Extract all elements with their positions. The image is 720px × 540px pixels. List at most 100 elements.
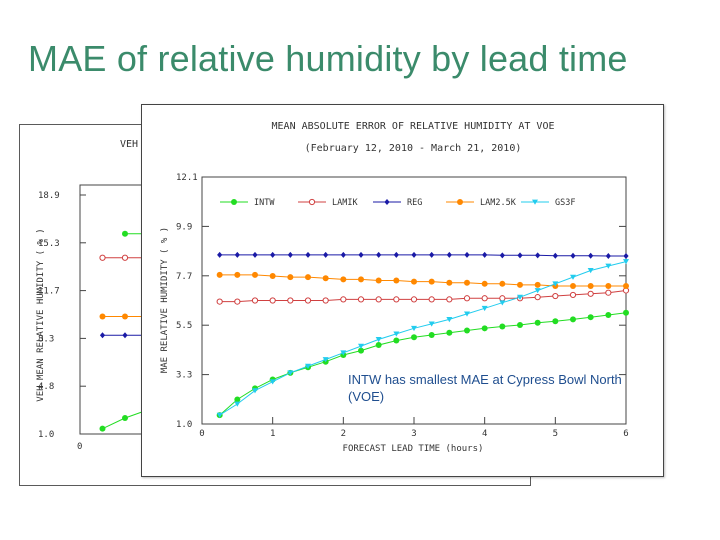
data-point xyxy=(393,251,399,258)
data-point xyxy=(552,318,559,325)
data-point xyxy=(429,251,435,258)
legend-marker xyxy=(231,199,237,205)
data-point xyxy=(305,274,311,281)
legend-label: LAMIK xyxy=(332,198,358,208)
data-point xyxy=(375,342,382,349)
data-point xyxy=(323,251,329,258)
data-point xyxy=(446,317,453,323)
data-point xyxy=(428,278,435,285)
data-point xyxy=(517,321,523,328)
data-point xyxy=(481,325,488,332)
data-point xyxy=(287,251,293,258)
data-point xyxy=(411,251,417,258)
data-point xyxy=(234,251,240,258)
data-point xyxy=(252,388,258,394)
series-lam2-5k xyxy=(216,271,629,290)
data-point xyxy=(605,263,612,269)
data-point xyxy=(605,289,612,296)
data-point xyxy=(393,277,400,284)
series-line xyxy=(219,261,627,416)
y-tick-label: 3.3 xyxy=(176,371,192,381)
data-point xyxy=(393,337,400,344)
y-tick-label: 1.0 xyxy=(176,420,192,430)
data-point xyxy=(375,296,382,303)
data-point xyxy=(446,251,452,258)
data-point xyxy=(552,252,558,259)
data-point xyxy=(122,313,128,320)
series-reg xyxy=(217,251,629,259)
annotation-text: INTW has smallest MAE at Cypress Bowl No… xyxy=(348,372,622,404)
data-point xyxy=(534,281,541,288)
data-point xyxy=(358,343,364,349)
data-point xyxy=(517,252,523,259)
data-point xyxy=(534,294,541,301)
data-point xyxy=(428,321,435,327)
data-point xyxy=(534,288,541,294)
series-line xyxy=(219,254,626,257)
legend-marker xyxy=(308,198,316,206)
data-point xyxy=(411,334,417,341)
data-point xyxy=(234,298,241,305)
data-point xyxy=(305,363,311,369)
data-point xyxy=(287,297,294,304)
data-point xyxy=(234,396,241,403)
data-point xyxy=(570,252,576,259)
data-point xyxy=(570,274,576,280)
series-lamik xyxy=(216,287,630,305)
x-tick-label: 5 xyxy=(553,429,558,439)
y-tick-label: 12.1 xyxy=(176,173,198,183)
x-tick-label: 3 xyxy=(411,429,416,439)
data-point xyxy=(588,252,594,259)
data-point xyxy=(340,251,346,258)
y-tick-label: 11.7 xyxy=(38,287,60,297)
data-point xyxy=(482,251,488,258)
legend-marker xyxy=(384,199,390,205)
series-gs3f xyxy=(216,259,629,418)
data-point xyxy=(99,254,106,261)
data-point xyxy=(340,350,347,356)
y-tick-label: 15.3 xyxy=(38,239,60,249)
x-tick-label: 0 xyxy=(199,429,204,439)
y-tick-label: 1.0 xyxy=(38,430,54,440)
legend-label: LAM2.5K xyxy=(480,198,517,208)
data-point xyxy=(499,280,506,287)
data-point xyxy=(357,296,365,303)
data-point xyxy=(587,314,594,321)
data-point xyxy=(481,305,488,312)
data-point xyxy=(517,281,523,288)
data-point xyxy=(269,297,276,304)
data-point xyxy=(217,251,223,258)
y-tick-label: 18.9 xyxy=(38,191,60,201)
legend-label: REG xyxy=(407,198,422,208)
data-point xyxy=(623,259,629,265)
data-point xyxy=(428,331,435,338)
data-point xyxy=(587,283,594,290)
data-point xyxy=(411,325,417,332)
y-axis-label: VEH MEAN RELATIVE HUMIDITY ( % ) xyxy=(36,228,46,401)
data-point xyxy=(393,296,400,303)
data-point xyxy=(376,251,382,258)
chart-subtitle: (February 12, 2010 - March 21, 2010) xyxy=(305,143,522,154)
data-point xyxy=(358,251,364,258)
data-point xyxy=(358,276,364,283)
data-point xyxy=(322,357,329,363)
data-point xyxy=(269,273,276,280)
data-point xyxy=(122,332,128,339)
data-point xyxy=(623,283,629,290)
data-point xyxy=(287,274,294,281)
data-point xyxy=(499,252,505,259)
legend: INTW LAMIK REG LAM2.5K GS3F xyxy=(220,198,575,208)
data-point xyxy=(464,279,470,286)
data-point xyxy=(234,271,241,278)
data-point xyxy=(99,332,106,339)
x-tick-label: 4 xyxy=(482,429,487,439)
x-tick-label: 2 xyxy=(341,429,346,439)
data-point xyxy=(252,271,258,278)
data-point xyxy=(569,291,577,299)
data-point xyxy=(481,280,488,287)
data-point xyxy=(587,268,594,274)
data-point xyxy=(216,271,223,278)
data-point xyxy=(464,251,470,258)
data-point xyxy=(499,295,506,302)
data-point xyxy=(428,296,435,303)
